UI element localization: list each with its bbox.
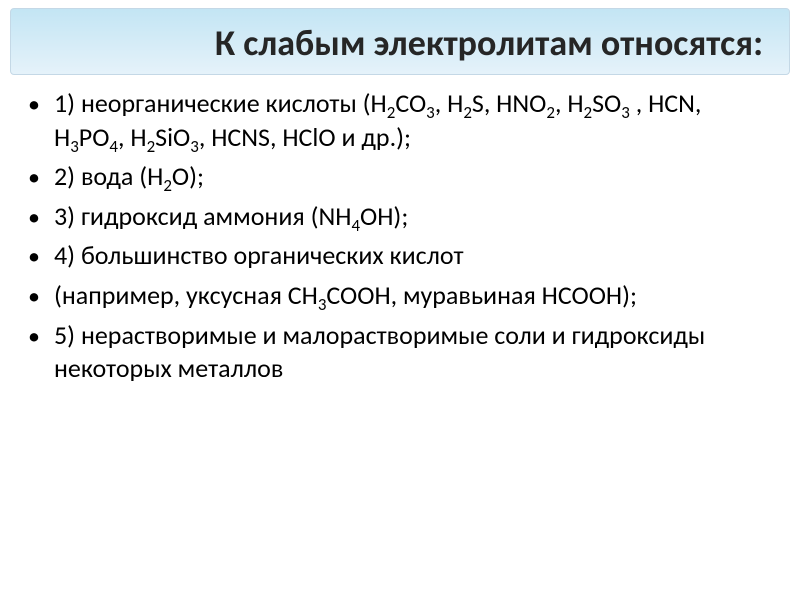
list-item: • 3) гидроксид аммония (NH4OH); [28,200,772,234]
content-area: • 1) неорганические кислоты (H2CO3, H2S,… [0,87,800,385]
slide-title: К слабым электролитам относятся: [37,23,763,64]
bullet-icon: • [28,90,54,121]
item-text: 1) неорганические кислоты (H2CO3, H2S, H… [54,87,772,154]
list-item: • 5) нерастворимые и малорастворимые сол… [28,319,772,386]
list-item: • 2) вода (H2O); [28,160,772,194]
slide: К слабым электролитам относятся: • 1) не… [0,8,800,608]
bullet-icon: • [28,163,54,194]
bullet-icon: • [28,242,54,273]
bullet-icon: • [28,282,54,313]
title-container: К слабым электролитам относятся: [10,8,790,75]
item-text: (например, уксусная CH3COOH, муравьиная … [54,279,772,312]
item-text: 5) нерастворимые и малорастворимые соли … [54,319,772,386]
bullet-icon: • [28,203,54,234]
item-text: 2) вода (H2O); [54,160,772,193]
list-item: • (например, уксусная CH3COOH, муравьина… [28,279,772,313]
bullet-icon: • [28,322,54,353]
list-item: • 4) большинство органических кислот [28,239,772,273]
item-text: 3) гидроксид аммония (NH4OH); [54,200,772,233]
list-item: • 1) неорганические кислоты (H2CO3, H2S,… [28,87,772,154]
item-text: 4) большинство органических кислот [54,239,772,272]
